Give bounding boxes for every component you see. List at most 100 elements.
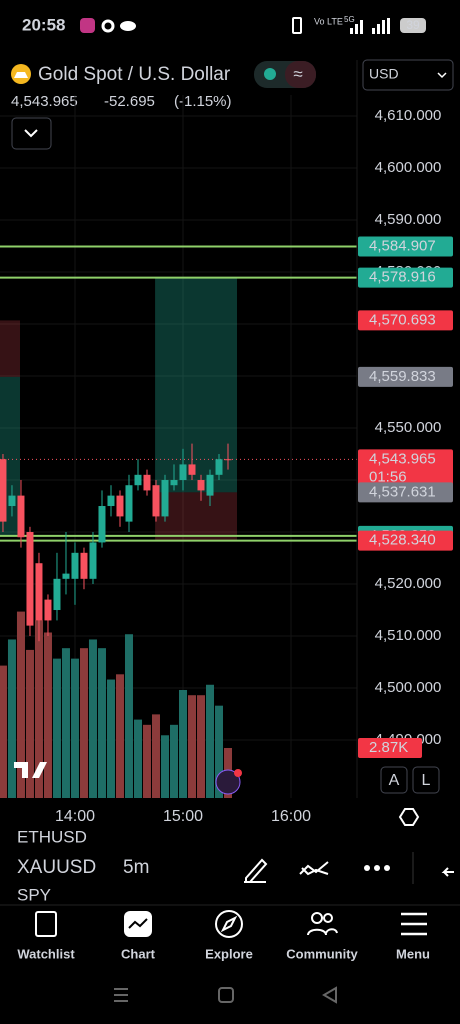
explore-glyph — [220, 915, 238, 933]
instagram-icon — [80, 18, 95, 33]
y-tick-label: 4,520.000 — [375, 575, 442, 592]
flash-button[interactable] — [215, 769, 241, 795]
volume-bar — [97, 648, 106, 798]
candle-body — [143, 474, 151, 491]
scale-button-label: L — [422, 772, 431, 789]
candle-body — [215, 459, 223, 475]
scale-button[interactable] — [380, 766, 408, 794]
candle-body — [134, 474, 142, 486]
community-icon — [311, 912, 323, 924]
price-tag — [358, 449, 453, 488]
currency-select[interactable] — [362, 59, 454, 91]
price-tag — [358, 366, 453, 387]
volume-tag — [358, 738, 422, 758]
scale-button-label: A — [389, 772, 400, 789]
candle-body — [0, 459, 7, 522]
candle-body — [188, 464, 196, 475]
market-status-right — [285, 61, 316, 88]
candle-body — [125, 485, 133, 522]
volume-bar — [151, 714, 160, 798]
toolbar-interval[interactable]: 5m — [123, 857, 149, 878]
candle-body — [206, 474, 214, 496]
price-tag — [358, 530, 453, 551]
symbol-name[interactable]: Gold Spot / U.S. Dollar — [38, 64, 231, 85]
volume-bar — [215, 705, 224, 798]
chevron — [24, 129, 38, 138]
volume-bar — [169, 724, 178, 798]
candle-body — [116, 495, 124, 517]
watchlist-icon — [35, 911, 57, 937]
volume-bar — [7, 639, 16, 798]
candle-body — [98, 506, 106, 543]
menu-icon — [401, 912, 427, 936]
nav-label[interactable]: Community — [286, 946, 358, 961]
battery-level: 39 — [406, 18, 420, 32]
price-tag-label: 4,528.340 — [369, 532, 436, 549]
candle-body — [89, 542, 97, 579]
y-tick-label: 4,610.000 — [375, 107, 442, 124]
series-layer — [0, 95, 357, 798]
volume-bar — [124, 634, 133, 798]
candle-body — [80, 552, 88, 579]
candle-body — [179, 464, 187, 481]
volume-bar — [61, 648, 70, 798]
indicator-icon[interactable] — [299, 861, 329, 876]
back-button[interactable] — [322, 986, 337, 1004]
nav-label[interactable]: Chart — [121, 946, 156, 961]
home-button[interactable] — [218, 987, 234, 1003]
y-tick-label: 4,600.000 — [375, 159, 442, 176]
price-tag-label: 4,537.631 — [369, 483, 436, 500]
signal-icon — [372, 18, 390, 34]
more-icon[interactable] — [364, 865, 390, 871]
vibrate-icon — [292, 17, 302, 34]
candle-body — [62, 573, 70, 579]
toolbar-symbol[interactable]: XAUUSD — [17, 857, 96, 878]
ghost-symbol: SPY — [17, 885, 51, 904]
price-tag — [358, 267, 453, 288]
volume-bar — [179, 689, 188, 798]
settings-icon — [101, 19, 115, 33]
currency: USD — [369, 66, 399, 82]
draw-icon[interactable] — [244, 858, 268, 883]
volume-bar — [88, 639, 97, 798]
signal-icon — [350, 20, 363, 34]
nav-label[interactable]: Explore — [205, 946, 253, 961]
candle-body — [26, 532, 34, 626]
nav-label[interactable]: Watchlist — [17, 946, 75, 961]
target-zone — [155, 277, 238, 493]
settings-gear[interactable] — [398, 808, 420, 826]
price-tag — [358, 482, 453, 503]
candle-body — [152, 485, 160, 517]
volte-icon: Vo LTE — [314, 16, 343, 26]
candle-body — [8, 495, 16, 507]
stop-zone — [0, 320, 20, 377]
explore-icon — [215, 910, 243, 938]
scale-button[interactable] — [412, 766, 440, 794]
x-tick-label: 14:00 — [55, 808, 95, 825]
volume-bar — [79, 648, 88, 798]
countdown: 01:56 — [369, 468, 407, 485]
price-tag-label: 4,578.916 — [369, 269, 436, 286]
volume-bar — [16, 611, 25, 798]
wave-icon: ≈ — [293, 64, 302, 83]
battery — [400, 18, 426, 33]
ghost-symbol: ETHUSD — [17, 827, 87, 846]
volume-bar — [70, 658, 79, 798]
expand-button[interactable] — [11, 117, 52, 150]
cloud-icon — [120, 21, 136, 31]
volume-bar — [106, 679, 115, 798]
volume-bar — [188, 695, 197, 798]
volume-bar — [115, 674, 124, 798]
last-price: 4,543.965 — [11, 93, 78, 110]
tv-logo — [14, 762, 47, 778]
volume-bar — [34, 620, 43, 798]
recent-apps[interactable] — [114, 988, 128, 1002]
plot-area — [0, 95, 357, 798]
undo-icon[interactable] — [441, 867, 454, 877]
nav-label[interactable]: Menu — [396, 946, 430, 961]
candle-body — [17, 495, 25, 538]
community-icon — [323, 913, 333, 923]
candle-body — [170, 480, 178, 486]
gold-bars — [14, 72, 28, 78]
